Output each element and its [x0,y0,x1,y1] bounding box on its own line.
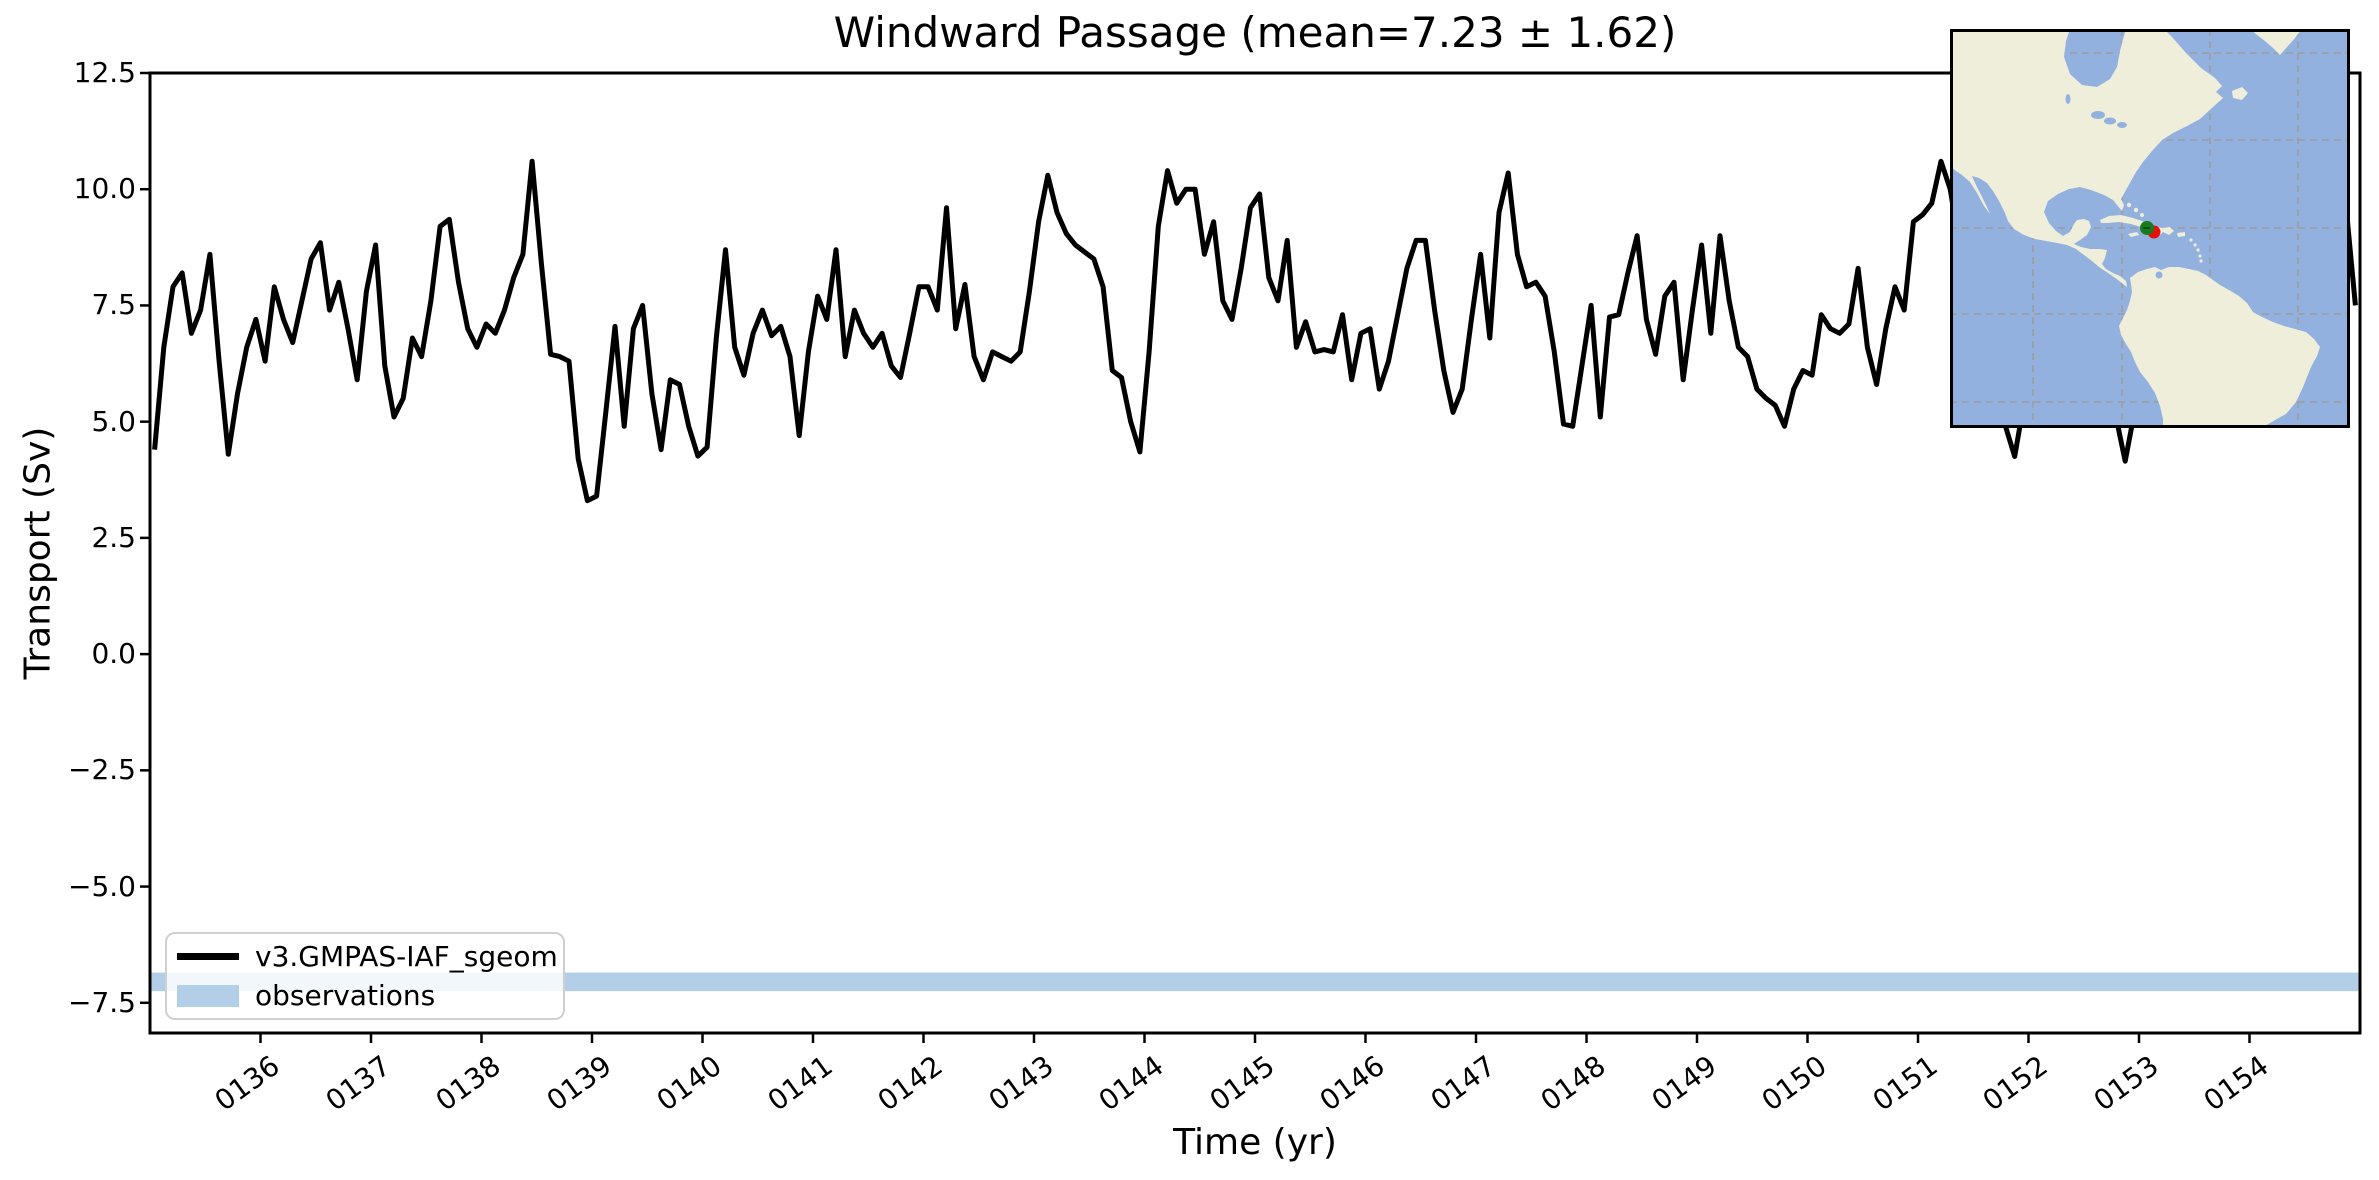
great-lake [2104,117,2116,125]
antilles-islet [2199,259,2203,263]
y-tick-label: 0.0 [91,637,136,671]
x-axis-label: Time (yr) [1173,1122,1337,1163]
y-tick-label: −5.0 [68,869,136,903]
y-tick-label: 7.5 [91,288,136,322]
y-tick-label: 12.5 [73,56,136,89]
legend-observations-label: observations [255,979,436,1013]
newfoundland-island [2232,87,2248,100]
y-tick-label: −2.5 [68,753,136,787]
bahamas-islet [2126,202,2132,208]
cuba-island [2100,215,2147,227]
inset-map [1950,29,2350,428]
model-line-swatch-icon [177,952,239,960]
y-tick-label: −7.5 [68,985,136,1019]
legend-row-model: v3.GMPAS-IAF_sgeom [177,937,558,975]
bahamas-islet [2140,213,2144,217]
great-lake [2091,111,2105,119]
bahamas-islet [2133,207,2139,213]
axes-frame [148,71,2362,1035]
inset-map-border [1950,29,2350,428]
antilles-islet [2193,243,2197,247]
antilles-islet [2198,254,2202,258]
legend: v3.GMPAS-IAF_sgeom observations [165,932,565,1020]
lake-maracaibo [2155,271,2163,279]
observations-patch-swatch-icon [177,984,239,1007]
north-america-landmass [1950,29,2223,287]
great-lake [2117,122,2127,128]
x-tick-marks [259,1033,2251,1043]
y-tick-marks [140,71,150,1005]
greenland-landmass [2250,29,2302,55]
jamaica-island [2128,232,2139,237]
south-america-landmass [2119,267,2320,428]
observations-band [150,972,2360,992]
legend-row-observations: observations [177,977,557,1015]
lake-winnipeg [2065,94,2071,104]
legend-model-label: v3.GMPAS-IAF_sgeom [255,939,558,973]
y-tick-label: 2.5 [91,520,136,554]
y-tick-label: 10.0 [73,172,136,206]
y-tick-label: 5.0 [91,404,136,438]
map-land [1950,29,2320,428]
antilles-islet [2189,238,2193,242]
puerto-rico-island [2177,232,2185,237]
chart-title: Windward Passage (mean=7.23 ± 1.62) [833,8,1677,57]
antilles-islet [2196,248,2200,252]
